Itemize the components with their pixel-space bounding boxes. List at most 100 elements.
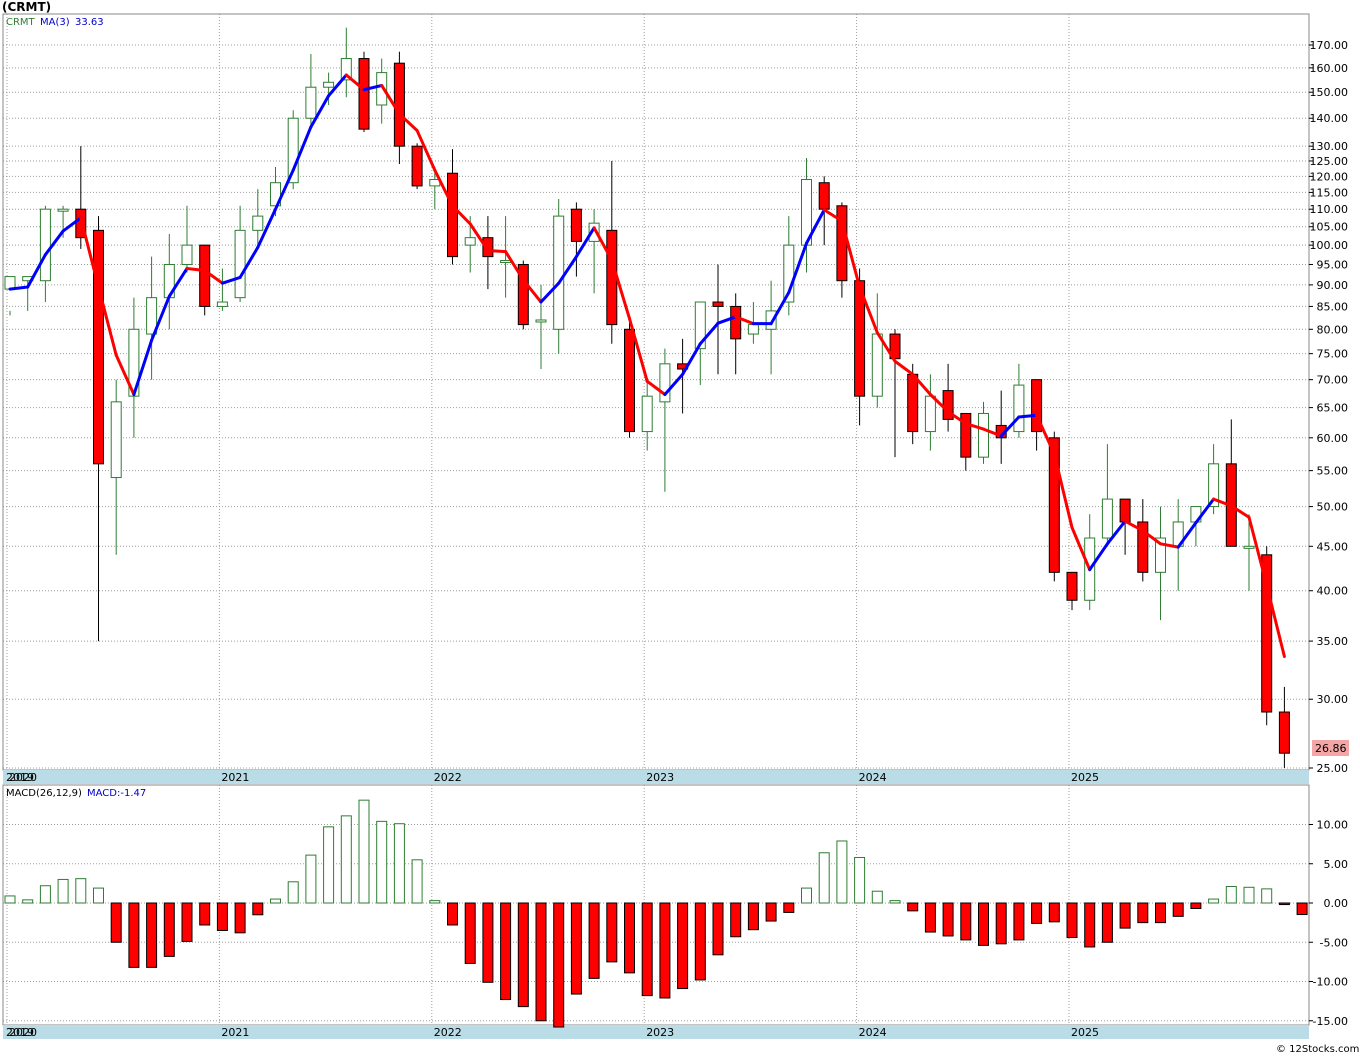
- year-label: 2023: [646, 771, 674, 784]
- macd-bar: [801, 887, 812, 904]
- ma-segment: [805, 208, 826, 245]
- macd-bar: [181, 902, 193, 942]
- ma-segment: [946, 410, 968, 426]
- ma-segment: [167, 266, 189, 298]
- macd-bar: [1084, 902, 1096, 948]
- price-tick-label: 25.00: [1317, 762, 1349, 775]
- macd-tick-label: 5.00: [1324, 858, 1349, 871]
- price-tick-label: 70.00: [1317, 374, 1349, 387]
- price-tick-label: 130.00: [1310, 140, 1349, 153]
- macd-bar: [340, 815, 352, 904]
- macd-bar: [199, 902, 211, 926]
- ma-segment: [928, 392, 950, 414]
- price-tick-label: 75.00: [1317, 348, 1349, 361]
- candlestick-series: [4, 27, 1290, 768]
- candle: [1066, 571, 1078, 611]
- ma-segment: [8, 285, 30, 291]
- macd-axis-ticks: 10.00 5.00 0.00 -5.00 -10.00 -15.00: [1309, 819, 1348, 1028]
- ma-segment: [185, 266, 207, 272]
- ma-segment: [858, 285, 879, 335]
- ma-segment: [999, 415, 1021, 438]
- macd-bar: [553, 902, 565, 1028]
- macd-bar: [1137, 902, 1149, 924]
- chart-title: (CRMT): [2, 0, 51, 14]
- ma-segment: [1070, 526, 1092, 572]
- candle: [712, 264, 724, 375]
- price-tick-label: 55.00: [1317, 465, 1349, 478]
- candle: [535, 284, 547, 370]
- candle: [199, 244, 211, 316]
- macd-bar: [907, 902, 919, 912]
- ma-segment: [380, 83, 401, 116]
- year-label: 2020: [9, 771, 37, 784]
- macd-bar: [323, 826, 335, 904]
- ma-segment: [875, 331, 897, 363]
- candle: [1013, 363, 1025, 438]
- candle: [730, 293, 742, 375]
- price-tick-label: 95.00: [1317, 258, 1349, 271]
- ma-segment: [911, 372, 932, 396]
- ma-segment: [716, 315, 738, 325]
- macd-bar: [747, 902, 759, 931]
- year-label: 2019: [6, 1026, 34, 1039]
- macd-histogram-series: [4, 799, 1308, 1028]
- ma-segment: [1159, 542, 1180, 549]
- macd-tick-label: 0.00: [1324, 897, 1349, 910]
- ma-segment: [1212, 497, 1233, 508]
- candle: [93, 216, 104, 642]
- macd-bar: [393, 823, 405, 904]
- ma-segment: [681, 342, 702, 376]
- last-price-value: 26.86: [1315, 742, 1347, 755]
- ma-segment: [1123, 519, 1145, 533]
- candle: [641, 379, 653, 451]
- candle: [588, 209, 600, 294]
- macd-bar: [305, 854, 317, 904]
- macd-bar: [429, 900, 441, 904]
- candle: [1155, 506, 1166, 621]
- candle: [411, 143, 423, 190]
- macd-bar: [4, 895, 16, 904]
- price-tick-label: 115.00: [1310, 186, 1349, 199]
- year-label: 2020: [9, 1026, 37, 1039]
- macd-bar: [730, 902, 742, 938]
- ma-segment: [397, 112, 419, 133]
- ma3-line-segments: [8, 73, 1286, 658]
- macd-bar: [447, 902, 458, 926]
- ma-segment: [539, 281, 561, 304]
- macd-bar: [93, 887, 104, 904]
- macd-bar: [783, 902, 795, 913]
- macd-bar: [1013, 902, 1025, 941]
- ma-segment: [362, 83, 384, 92]
- ma-segment: [663, 372, 685, 396]
- ma-segment: [822, 208, 844, 223]
- ma-segment: [610, 258, 631, 321]
- candle: [4, 276, 16, 316]
- macd-bar: [22, 899, 34, 904]
- macd-panel-frame: [2, 784, 1310, 1026]
- macd-bar: [500, 902, 512, 1001]
- candle: [128, 297, 140, 438]
- price-tick-label: 90.00: [1317, 279, 1349, 292]
- macd-bar: [588, 902, 600, 979]
- candle: [836, 202, 848, 298]
- ma-segment: [893, 359, 915, 376]
- macd-bar: [960, 902, 972, 941]
- macd-grid: [3, 785, 1309, 1025]
- candle: [1137, 499, 1149, 582]
- year-axis-labels: 2019201920202020202120212022202220232023…: [6, 771, 1099, 1039]
- candle: [110, 379, 122, 555]
- macd-bar: [1031, 902, 1043, 924]
- ma-segment: [97, 285, 118, 357]
- candle: [181, 205, 193, 273]
- price-tick-label: 150.00: [1310, 86, 1349, 99]
- candle: [376, 58, 388, 124]
- ma-segment: [468, 222, 490, 252]
- ma-segment: [698, 321, 720, 346]
- price-tick-label: 35.00: [1317, 635, 1349, 648]
- ma-segment: [769, 290, 791, 326]
- ma-segment: [114, 353, 136, 396]
- macd-bar: [163, 902, 175, 957]
- macd-bar: [818, 852, 830, 904]
- candle: [659, 348, 671, 492]
- price-tick-label: 45.00: [1317, 540, 1349, 553]
